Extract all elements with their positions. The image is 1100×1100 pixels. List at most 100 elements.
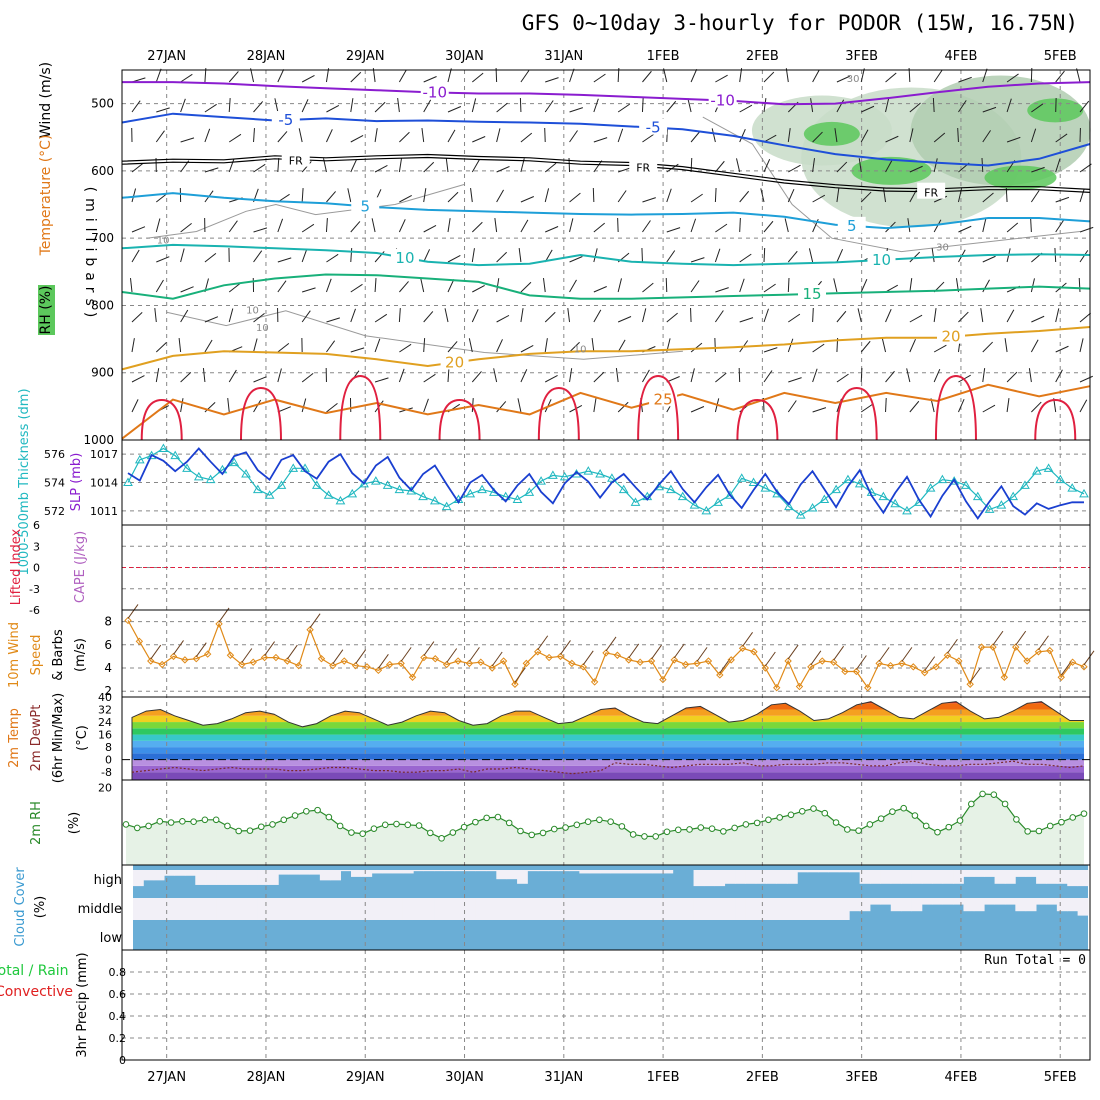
wind-barb bbox=[374, 277, 377, 293]
wind-barb bbox=[519, 97, 522, 113]
middle-cloud-cell bbox=[755, 898, 767, 920]
wind-barb bbox=[350, 159, 358, 173]
wind-barb bbox=[560, 640, 571, 655]
wind-barb bbox=[517, 398, 522, 413]
wind-barb bbox=[447, 254, 461, 263]
rh-point bbox=[832, 819, 840, 826]
wind-speed-point bbox=[158, 660, 166, 669]
wind-barb bbox=[909, 338, 916, 353]
high-cloud-cell bbox=[319, 870, 331, 881]
wind-speed-point bbox=[465, 659, 474, 668]
isotherm-line bbox=[121, 326, 1091, 371]
high-cloud-cell bbox=[703, 870, 715, 887]
temp-band bbox=[132, 747, 1084, 754]
wind-barb bbox=[1079, 375, 1093, 383]
isotherm-line bbox=[121, 243, 1091, 267]
rh-point bbox=[472, 818, 479, 826]
high-cloud-cell bbox=[153, 870, 165, 881]
thickness-point bbox=[335, 495, 346, 505]
wind-barb bbox=[933, 132, 946, 143]
wind-barb bbox=[714, 310, 724, 323]
thickness-point bbox=[229, 457, 240, 467]
wind-barb bbox=[155, 218, 161, 233]
wind-barb bbox=[858, 158, 862, 173]
wind-barb bbox=[374, 128, 378, 143]
wind-speed-point bbox=[943, 651, 952, 659]
high-cloud-cell bbox=[195, 870, 207, 885]
temp-axis-label: 2m Temp bbox=[7, 708, 22, 768]
wind-speed-point bbox=[374, 666, 383, 675]
thickness-point bbox=[996, 500, 1007, 509]
rh-point bbox=[145, 822, 152, 830]
high-cloud-cell bbox=[652, 870, 663, 874]
high-cloud-cell bbox=[620, 870, 632, 874]
wind-barb bbox=[569, 218, 574, 233]
temp-tick-label: 32 bbox=[98, 704, 112, 717]
middle-cloud-cell bbox=[496, 898, 508, 920]
wind-barb bbox=[788, 377, 802, 383]
wind-barb bbox=[1055, 70, 1065, 83]
high-cloud-cell bbox=[350, 870, 362, 877]
thickness-point bbox=[182, 463, 192, 472]
high-cloud-cell bbox=[610, 870, 622, 874]
middle-cloud-cell bbox=[309, 898, 321, 920]
wind-barb bbox=[420, 278, 425, 293]
middle-cloud-cell bbox=[143, 898, 155, 920]
thickness-point bbox=[795, 510, 806, 519]
precip-axis-label: 3hr Precip (mm) bbox=[75, 952, 90, 1057]
wind-barb bbox=[885, 98, 890, 113]
wind-barb bbox=[812, 69, 820, 83]
middle-cloud-cell bbox=[880, 898, 892, 905]
wind-barb bbox=[309, 613, 321, 629]
middle-cloud-cell bbox=[693, 898, 705, 920]
wind-speed-point bbox=[773, 684, 781, 692]
wind-barb bbox=[663, 68, 668, 83]
thickness-point bbox=[1067, 483, 1078, 492]
wind-barb bbox=[469, 647, 480, 662]
rh-point bbox=[731, 824, 738, 832]
wind-barb bbox=[493, 368, 498, 383]
wind-barb bbox=[906, 368, 911, 383]
isotherm-label: 20 bbox=[445, 353, 464, 371]
wind-barb bbox=[204, 103, 217, 113]
wind-speed-point bbox=[1046, 646, 1054, 655]
wind-barb bbox=[496, 128, 501, 143]
wind-barb bbox=[812, 131, 823, 143]
high-cloud-cell bbox=[330, 870, 342, 881]
wind-barb bbox=[520, 70, 530, 83]
thickness-axis-label: 1000-500mb Thickness (dm) bbox=[17, 388, 32, 575]
thickness-point bbox=[1031, 466, 1042, 475]
isotherm-label: 25 bbox=[654, 390, 673, 408]
wind-barb bbox=[277, 69, 285, 83]
wind-barb bbox=[173, 640, 184, 655]
wind-barb bbox=[651, 644, 662, 660]
rh-point bbox=[539, 829, 547, 837]
lifted-index-tick-label: 3 bbox=[33, 540, 40, 553]
wind-speed-point bbox=[488, 664, 496, 672]
isotherm-label: 5 bbox=[360, 197, 370, 215]
wind-barb bbox=[253, 101, 264, 113]
wind-speed-point bbox=[920, 668, 929, 677]
thickness-point bbox=[607, 473, 617, 482]
high-cloud-cell bbox=[434, 870, 445, 872]
wind-barb bbox=[1079, 338, 1084, 353]
high-cloud-cell bbox=[932, 870, 944, 884]
middle-cloud-cell bbox=[766, 898, 777, 920]
rh-point bbox=[967, 800, 975, 808]
middle-cloud-cell bbox=[568, 898, 580, 920]
wind-barb bbox=[569, 192, 581, 203]
wind-barb bbox=[836, 161, 848, 173]
wind-barb bbox=[711, 128, 716, 143]
wind-barb bbox=[739, 253, 752, 263]
wind-barb bbox=[154, 308, 157, 323]
wind-barb bbox=[496, 166, 510, 173]
wind-barb bbox=[468, 338, 473, 353]
wind-barb bbox=[277, 280, 287, 293]
wind-barb bbox=[537, 635, 549, 651]
wind-barb bbox=[1030, 339, 1039, 353]
isotherm-30-lobe bbox=[1034, 398, 1077, 441]
middle-cloud-cell bbox=[164, 898, 175, 920]
middle-cloud-cell bbox=[330, 898, 342, 920]
middle-cloud-cell bbox=[921, 898, 933, 905]
wind-barb bbox=[496, 102, 508, 113]
